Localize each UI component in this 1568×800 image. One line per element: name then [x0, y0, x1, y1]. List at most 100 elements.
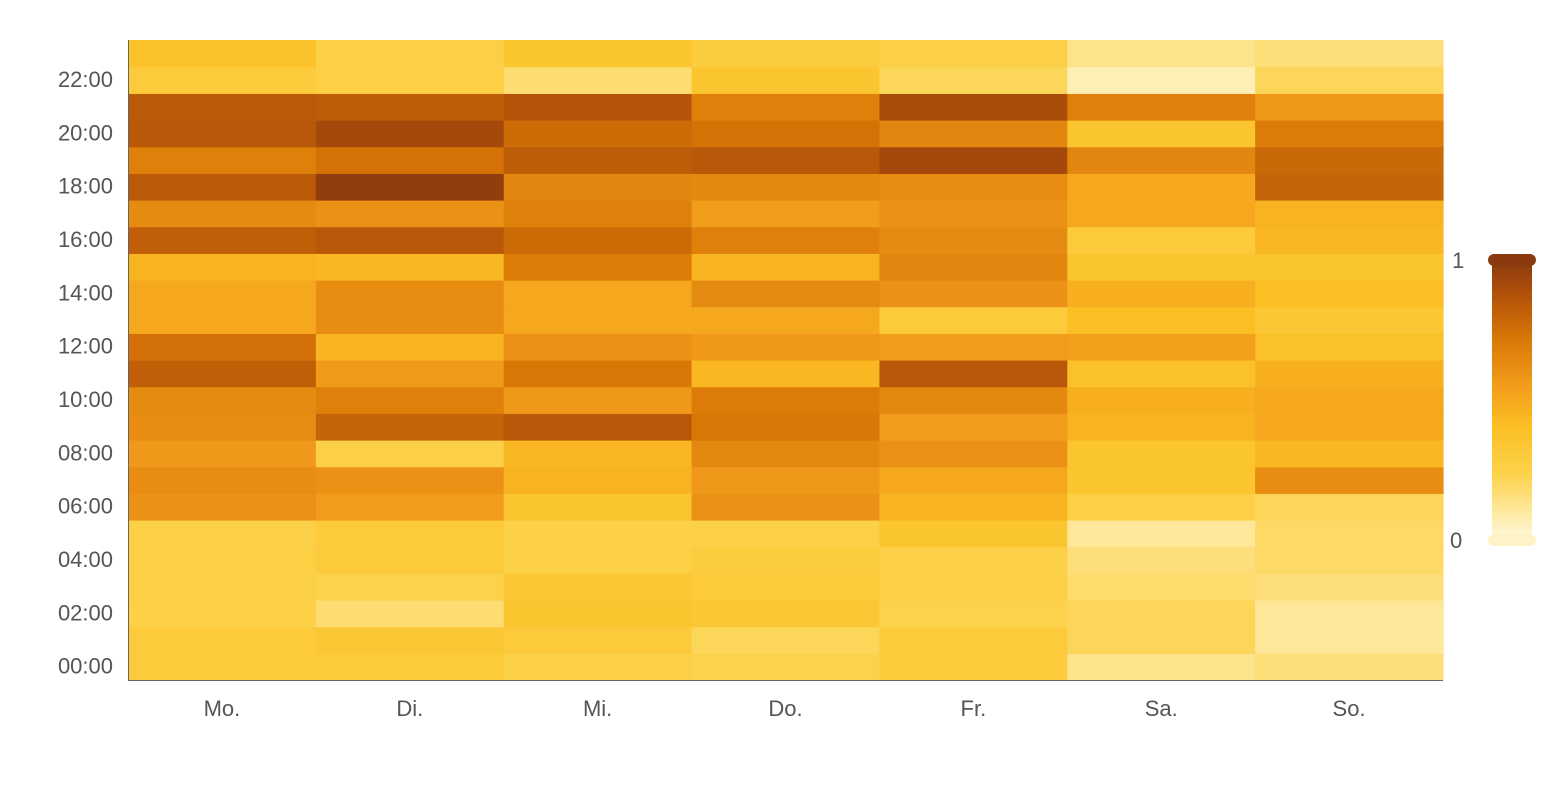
heatmap-cell	[1067, 520, 1256, 548]
heatmap-cell	[1067, 146, 1256, 174]
heatmap-cell	[128, 626, 317, 654]
heatmap-cell	[879, 520, 1068, 548]
heatmap-cell	[315, 386, 505, 414]
heatmap-cell	[1255, 600, 1444, 628]
y-tick-label: 20:00	[58, 120, 113, 145]
heatmap-cell	[128, 40, 317, 68]
heatmap-cell	[1255, 573, 1444, 601]
heatmap-cell	[879, 93, 1068, 121]
heatmap-cell	[128, 466, 317, 494]
heatmap-cell	[691, 120, 881, 148]
heatmap-cell	[503, 66, 693, 94]
heatmap-cell	[315, 280, 505, 308]
x-axis-ticks: Mo. Di. Mi. Do. Fr. Sa. So.	[204, 696, 1366, 721]
heatmap-cell	[1255, 413, 1444, 441]
heatmap-cell	[1067, 280, 1256, 308]
heatmap-cell	[879, 280, 1068, 308]
heatmap-cell	[879, 333, 1068, 361]
heatmap-cell	[1067, 626, 1256, 654]
heatmap-cell	[503, 253, 693, 281]
heatmap-cell	[315, 466, 505, 494]
heatmap-cell	[691, 200, 881, 228]
heatmap-cell	[503, 520, 693, 548]
heatmap-cell	[1255, 546, 1444, 574]
heatmap-cell	[879, 306, 1068, 334]
heatmap-cell	[315, 573, 505, 601]
heatmap-cell	[503, 200, 693, 228]
heatmap-cell	[1067, 360, 1256, 388]
heatmap-cell	[1067, 440, 1256, 468]
heatmap-cell	[1067, 173, 1256, 201]
heatmap-cell	[691, 173, 881, 201]
heatmap-cell	[1067, 653, 1256, 681]
heatmap-cell	[503, 93, 693, 121]
heatmap-cell	[879, 573, 1068, 601]
heatmap-cell	[315, 440, 505, 468]
heatmap-cell	[879, 120, 1068, 148]
heatmap-cell	[503, 120, 693, 148]
heatmap-cell	[879, 546, 1068, 574]
heatmap-cell	[503, 573, 693, 601]
x-tick-label: Do.	[768, 696, 802, 721]
y-tick-label: 08:00	[58, 440, 113, 465]
heatmap-cell	[128, 306, 317, 334]
heatmap-cell	[1255, 306, 1444, 334]
heatmap-cell	[691, 466, 881, 494]
y-axis-ticks: 00:00 02:00 04:00 06:00 08:00 10:00 12:00 14:00…	[58, 67, 113, 679]
x-tick-label: Di.	[396, 696, 423, 721]
heatmap-cell	[1067, 226, 1256, 254]
heatmap-cell	[315, 546, 505, 574]
heatmap-cell	[128, 360, 317, 388]
colorbar-min-handle[interactable]	[1488, 534, 1536, 546]
heatmap-cell	[315, 40, 505, 68]
heatmap-cell	[1255, 173, 1444, 201]
heatmap-cell	[691, 546, 881, 574]
heatmap-cell	[1255, 200, 1444, 228]
heatmap-cell	[1255, 520, 1444, 548]
heatmap-cell	[691, 626, 881, 654]
heatmap-cell	[503, 413, 693, 441]
heatmap-cell	[879, 146, 1068, 174]
heatmap-cell	[879, 173, 1068, 201]
heatmap-cells	[128, 40, 1444, 681]
heatmap-cell	[315, 493, 505, 521]
heatmap-cell	[1067, 66, 1256, 94]
heatmap-cell	[503, 226, 693, 254]
heatmap-cell	[1255, 440, 1444, 468]
heatmap-cell	[879, 200, 1068, 228]
heatmap-cell	[128, 520, 317, 548]
heatmap-cell	[879, 66, 1068, 94]
heatmap-cell	[1067, 253, 1256, 281]
heatmap-cell	[691, 280, 881, 308]
heatmap-cell	[503, 386, 693, 414]
heatmap-cell	[315, 200, 505, 228]
heatmap-cell	[1255, 40, 1444, 68]
heatmap-cell	[128, 440, 317, 468]
y-tick-label: 10:00	[58, 387, 113, 412]
heatmap-cell	[315, 66, 505, 94]
heatmap-cell	[1255, 280, 1444, 308]
colorbar-gradient	[1492, 262, 1532, 536]
heatmap-cell	[1255, 493, 1444, 521]
y-tick-label: 02:00	[58, 600, 113, 625]
heatmap-cell	[879, 600, 1068, 628]
heatmap-cell	[503, 493, 693, 521]
heatmap-cell	[1255, 360, 1444, 388]
y-tick-label: 16:00	[58, 227, 113, 252]
heatmap-cell	[503, 626, 693, 654]
x-tick-label: So.	[1333, 696, 1366, 721]
heatmap-cell	[879, 360, 1068, 388]
heatmap-cell	[315, 226, 505, 254]
heatmap-cell	[503, 440, 693, 468]
heatmap-cell	[503, 466, 693, 494]
heatmap-cell	[1067, 600, 1256, 628]
heatmap-cell	[1067, 386, 1256, 414]
heatmap-cell	[879, 226, 1068, 254]
heatmap-cell	[315, 413, 505, 441]
heatmap-cell	[128, 200, 317, 228]
colorbar-max-handle[interactable]	[1488, 254, 1536, 266]
heatmap-cell	[691, 93, 881, 121]
heatmap-cell	[503, 600, 693, 628]
heatmap-cell	[691, 386, 881, 414]
heatmap-cell	[128, 280, 317, 308]
